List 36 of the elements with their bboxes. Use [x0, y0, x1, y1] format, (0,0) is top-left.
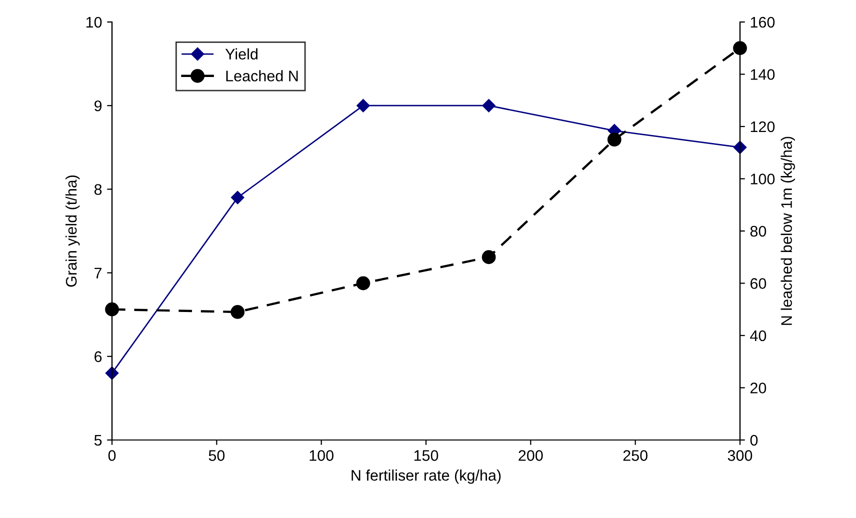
x-tick-label: 150 — [414, 450, 438, 461]
point — [356, 99, 370, 112]
x-axis-title: N fertiliser rate (kg/ha) — [352, 470, 501, 484]
y2-tick-label: 140 — [750, 69, 775, 80]
x-tick-label: 300 — [728, 450, 752, 461]
point — [105, 302, 119, 316]
legend-label: Yield — [225, 48, 258, 60]
y2-tick-label: 120 — [750, 121, 775, 132]
y-tick-label: 7 — [94, 268, 102, 278]
point — [482, 250, 496, 264]
x-tick-label: 50 — [208, 450, 225, 461]
y2-tick-label: 40 — [750, 330, 766, 342]
point — [356, 276, 370, 290]
y-tick-label: 9 — [94, 100, 102, 112]
x-tick-label: 100 — [310, 450, 334, 461]
point — [482, 99, 496, 112]
legend-label: Leached N — [226, 70, 298, 82]
y-tick-label: 6 — [94, 351, 102, 362]
y2-tick-label: 60 — [750, 278, 766, 289]
x-tick-label: 0 — [108, 450, 116, 461]
y2-tick-label: 20 — [750, 382, 766, 394]
y2-tick-label: 0 — [750, 434, 758, 446]
point — [230, 305, 245, 319]
point — [733, 41, 747, 56]
x-tick-label: 200 — [518, 450, 543, 461]
y2-axis-title: N leached below 1m (kg/ha) — [780, 136, 796, 325]
y-tick-label: 10 — [86, 16, 102, 28]
y2-tick-label: 100 — [750, 174, 775, 184]
point — [231, 190, 244, 204]
y2-tick-label: 80 — [750, 226, 766, 237]
point — [607, 132, 622, 147]
y-tick-label: 8 — [94, 184, 102, 195]
y-axis-title: Grain yield (t/ha) — [65, 175, 80, 287]
y-tick-label: 5 — [94, 435, 102, 446]
y2-tick-label: 160 — [750, 16, 775, 28]
x-tick-label: 250 — [623, 450, 648, 461]
